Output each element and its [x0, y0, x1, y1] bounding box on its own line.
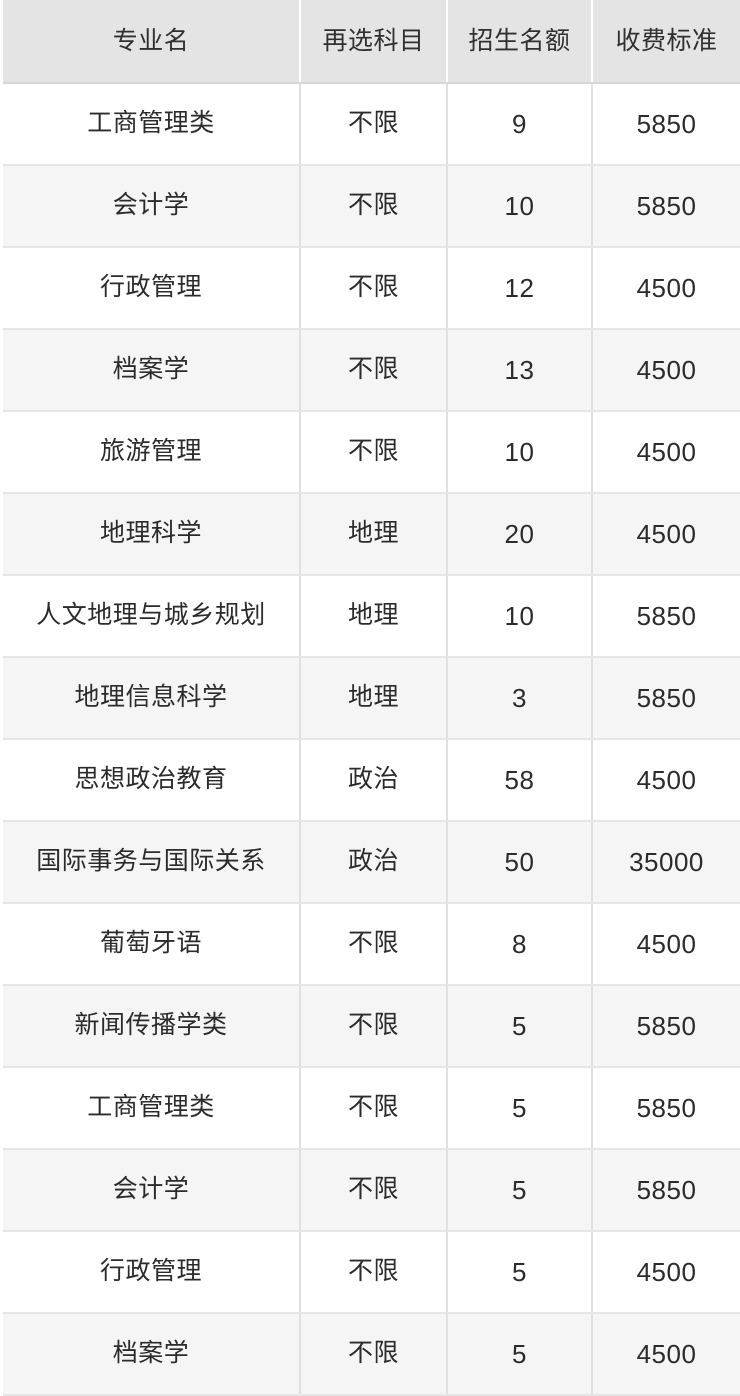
cell-subject: 不限	[300, 1313, 448, 1396]
table-row: 工商管理类 不限 5 5850	[3, 1067, 740, 1150]
table-row: 会计学 不限 5 5850	[3, 1149, 740, 1232]
cell-subject: 政治	[300, 739, 448, 822]
table-header-row: 专业名 再选科目 招生名额 收费标准	[3, 0, 740, 84]
cell-fee: 4500	[592, 247, 740, 330]
column-header-major[interactable]: 专业名	[3, 0, 301, 84]
cell-quota: 5	[447, 985, 593, 1068]
cell-major: 档案学	[3, 1313, 301, 1396]
cell-major: 国际事务与国际关系	[3, 821, 301, 904]
cell-subject: 不限	[300, 1231, 448, 1314]
cell-subject: 不限	[300, 903, 448, 986]
table-row: 地理科学 地理 20 4500	[3, 493, 740, 576]
cell-fee: 4500	[592, 1313, 740, 1396]
cell-subject: 不限	[300, 165, 448, 248]
cell-subject: 地理	[300, 493, 448, 576]
cell-fee: 5850	[592, 83, 740, 166]
majors-admission-table: 专业名 再选科目 招生名额 收费标准 工商管理类 不限 9 5850 会计学 不限 10 58…	[3, 0, 740, 1396]
column-header-subject[interactable]: 再选科目	[300, 0, 448, 84]
cell-quota: 3	[447, 657, 593, 740]
cell-subject: 地理	[300, 575, 448, 658]
cell-quota: 5	[447, 1313, 593, 1396]
cell-major: 新闻传播学类	[3, 985, 301, 1068]
cell-quota: 10	[447, 411, 593, 494]
cell-subject: 不限	[300, 1149, 448, 1232]
cell-major: 工商管理类	[3, 1067, 301, 1150]
table-row: 国际事务与国际关系 政治 50 35000	[3, 821, 740, 904]
cell-fee: 5850	[592, 165, 740, 248]
cell-fee: 5850	[592, 657, 740, 740]
table-row: 档案学 不限 5 4500	[3, 1313, 740, 1396]
table-header: 专业名 再选科目 招生名额 收费标准	[3, 0, 740, 84]
table-row: 地理信息科学 地理 3 5850	[3, 657, 740, 740]
table-row: 行政管理 不限 5 4500	[3, 1231, 740, 1314]
cell-quota: 50	[447, 821, 593, 904]
table-body: 工商管理类 不限 9 5850 会计学 不限 10 5850 行政管理 不限 12 4500 档案学 不限…	[3, 83, 740, 1396]
cell-subject: 不限	[300, 411, 448, 494]
cell-fee: 4500	[592, 411, 740, 494]
table-row: 思想政治教育 政治 58 4500	[3, 739, 740, 822]
table-row: 会计学 不限 10 5850	[3, 165, 740, 248]
cell-quota: 20	[447, 493, 593, 576]
cell-quota: 58	[447, 739, 593, 822]
cell-major: 会计学	[3, 1149, 301, 1232]
cell-fee: 4500	[592, 493, 740, 576]
cell-fee: 4500	[592, 903, 740, 986]
cell-quota: 5	[447, 1149, 593, 1232]
cell-major: 行政管理	[3, 1231, 301, 1314]
cell-major: 会计学	[3, 165, 301, 248]
cell-fee: 35000	[592, 821, 740, 904]
cell-subject: 地理	[300, 657, 448, 740]
table-row: 新闻传播学类 不限 5 5850	[3, 985, 740, 1068]
cell-subject: 不限	[300, 1067, 448, 1150]
cell-fee: 5850	[592, 1149, 740, 1232]
cell-major: 旅游管理	[3, 411, 301, 494]
table-row: 档案学 不限 13 4500	[3, 329, 740, 412]
cell-fee: 4500	[592, 329, 740, 412]
cell-major: 工商管理类	[3, 83, 301, 166]
cell-quota: 8	[447, 903, 593, 986]
table-row: 工商管理类 不限 9 5850	[3, 83, 740, 166]
column-header-fee[interactable]: 收费标准	[592, 0, 740, 84]
table-row: 行政管理 不限 12 4500	[3, 247, 740, 330]
table-row: 葡萄牙语 不限 8 4500	[3, 903, 740, 986]
cell-quota: 13	[447, 329, 593, 412]
cell-quota: 5	[447, 1067, 593, 1150]
cell-fee: 5850	[592, 985, 740, 1068]
cell-fee: 4500	[592, 739, 740, 822]
cell-fee: 5850	[592, 1067, 740, 1150]
column-header-quota[interactable]: 招生名额	[447, 0, 593, 84]
cell-major: 人文地理与城乡规划	[3, 575, 301, 658]
cell-major: 地理科学	[3, 493, 301, 576]
cell-subject: 不限	[300, 247, 448, 330]
cell-quota: 12	[447, 247, 593, 330]
cell-quota: 10	[447, 165, 593, 248]
cell-subject: 不限	[300, 83, 448, 166]
cell-fee: 4500	[592, 1231, 740, 1314]
cell-major: 档案学	[3, 329, 301, 412]
cell-subject: 不限	[300, 985, 448, 1068]
table-row: 旅游管理 不限 10 4500	[3, 411, 740, 494]
cell-quota: 5	[447, 1231, 593, 1314]
cell-major: 思想政治教育	[3, 739, 301, 822]
cell-subject: 政治	[300, 821, 448, 904]
cell-major: 行政管理	[3, 247, 301, 330]
cell-quota: 10	[447, 575, 593, 658]
cell-fee: 5850	[592, 575, 740, 658]
cell-major: 地理信息科学	[3, 657, 301, 740]
cell-quota: 9	[447, 83, 593, 166]
cell-major: 葡萄牙语	[3, 903, 301, 986]
table-row: 人文地理与城乡规划 地理 10 5850	[3, 575, 740, 658]
cell-subject: 不限	[300, 329, 448, 412]
